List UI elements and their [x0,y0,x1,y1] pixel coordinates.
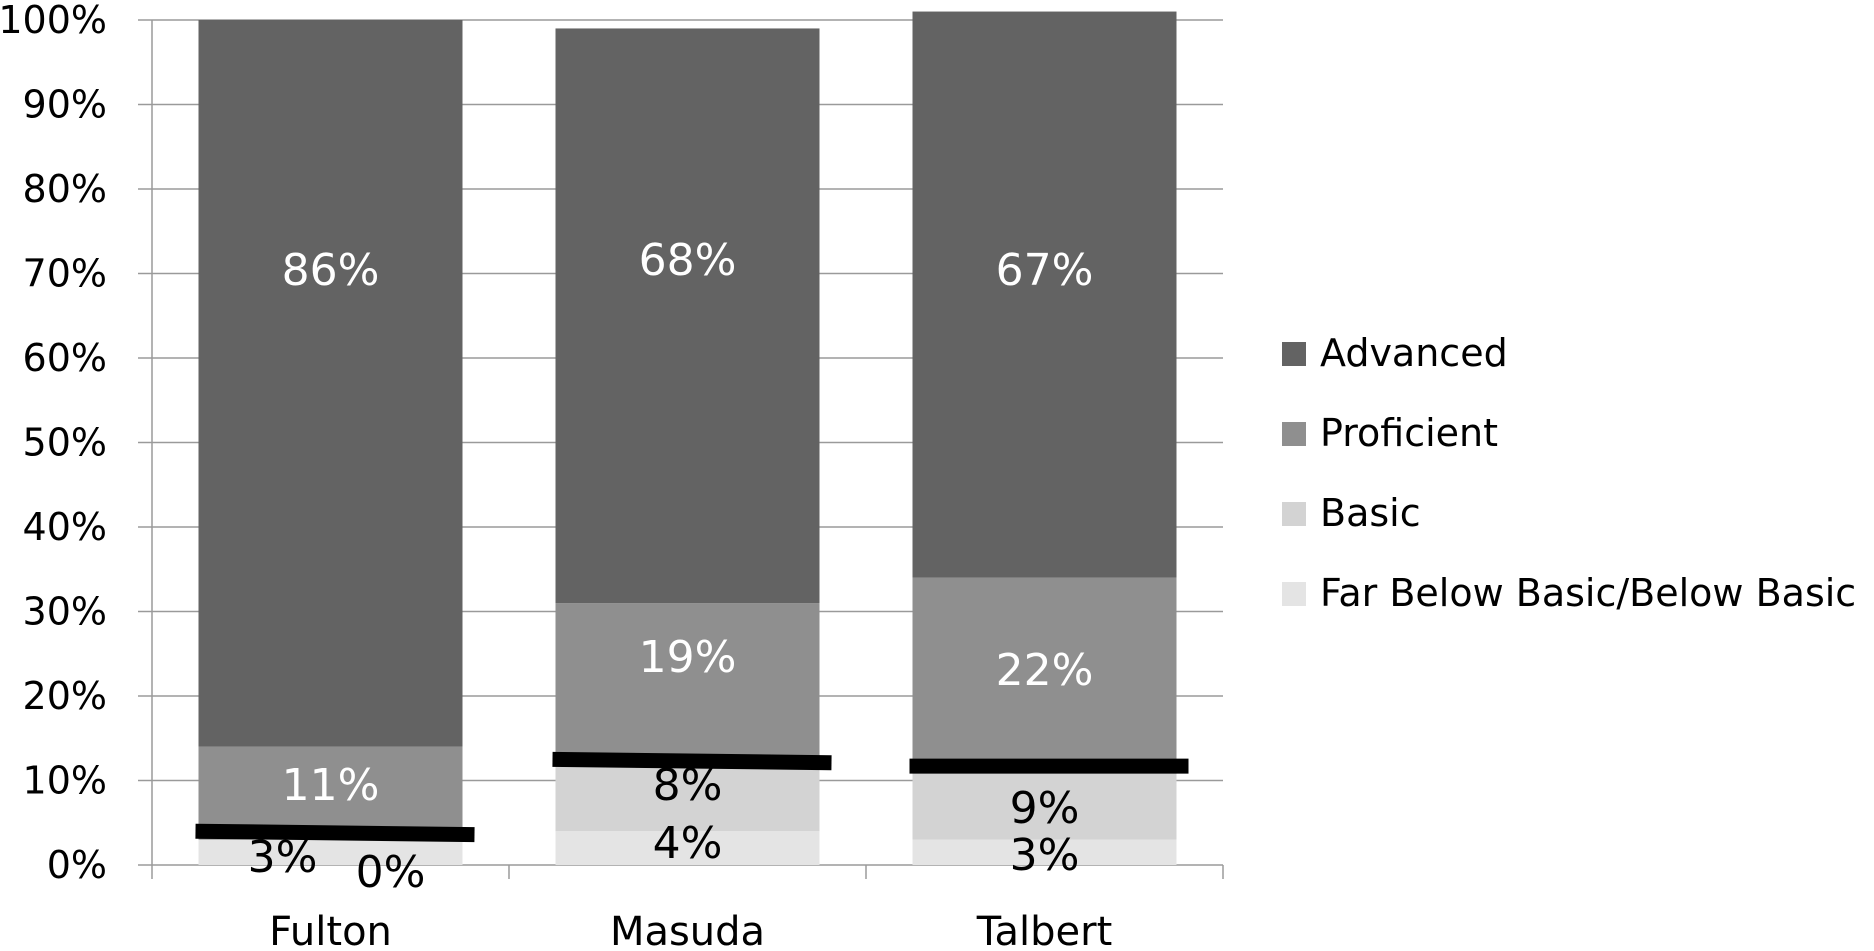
legend-swatch [1282,342,1306,366]
bar-segment [555,763,820,832]
data-labels: 3% 4% 3% 0% 8% 9% 11% 19% 22% 86% 68% 67% [248,235,1094,898]
data-label: 68% [639,235,737,286]
data-label: 9% [1010,783,1080,834]
legend-swatch [1282,582,1306,606]
data-label: 19% [639,632,737,683]
legend-swatch [1282,502,1306,526]
y-tick-label: 60% [23,336,107,380]
data-label: 0% [356,847,426,898]
threshold-markers [195,751,1189,843]
data-label: 11% [282,760,380,811]
legend-label: Far Below Basic/Below Basic [1320,571,1856,615]
bars [198,11,1177,865]
data-label: 86% [282,245,380,296]
bar-segment [555,28,820,604]
y-tick-label: 80% [23,167,107,211]
bar-segment [198,839,463,865]
y-tick-label: 40% [23,505,107,549]
y-tick-label: 90% [23,83,107,127]
x-category-label: Fulton [269,909,392,951]
data-label: 8% [653,760,723,811]
bar-segment [912,577,1177,764]
y-tick-label: 0% [47,843,107,887]
data-label: 3% [248,832,318,883]
legend-swatch [1282,422,1306,446]
data-label: 3% [1010,830,1080,881]
y-tick-label: 70% [23,252,107,296]
y-tick-label: 30% [23,590,107,634]
bar-segment [555,603,820,764]
threshold-marker [552,751,832,771]
legend-label: Advanced [1320,331,1508,375]
legend: Advanced Proficient Basic Far Below Basic/B… [1282,331,1856,615]
axes: 0% 10% 20% 30% 40% 50% 60% 70% 80% 90% 100% Fulton M… [0,0,1224,951]
y-tick-label: 100% [0,0,107,42]
data-label: 67% [996,245,1094,296]
y-tick-label: 10% [23,759,107,803]
bar-segment [912,11,1177,578]
bar-segment [912,839,1177,865]
bar-segment [555,831,820,865]
bar-segment [912,763,1177,840]
bar-segment [198,746,463,840]
legend-label: Basic [1320,491,1421,535]
threshold-marker [195,823,475,843]
data-label: 22% [996,645,1094,696]
y-tick-label: 50% [23,421,107,465]
bar-segment [198,20,463,747]
y-tick-label: 20% [23,674,107,718]
data-label: 4% [653,818,723,869]
x-category-label: Masuda [610,909,765,951]
x-category-label: Talbert [976,909,1113,951]
legend-label: Proficient [1320,411,1498,455]
